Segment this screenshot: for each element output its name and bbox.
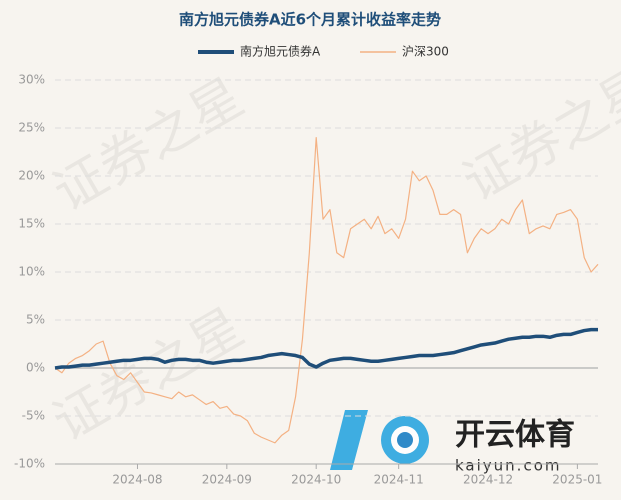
y-tick-label: 20% — [18, 169, 45, 183]
y-tick-label: -5% — [22, 409, 45, 423]
y-tick-label: 10% — [18, 265, 45, 279]
x-tick-label: 2025-01 — [552, 473, 602, 487]
y-tick-label: 5% — [26, 313, 45, 327]
series-line — [54, 327, 598, 370]
x-tick-label: 2024-12 — [463, 473, 513, 487]
y-tick-label: 15% — [18, 217, 45, 231]
x-tick-label: 2024-08 — [112, 473, 162, 487]
y-tick-label: -10% — [14, 457, 45, 471]
x-tick-label: 2024-11 — [374, 473, 424, 487]
legend-label: 沪深300 — [402, 45, 449, 59]
chart-title: 南方旭元债券A近6个月累计收益率走势 — [179, 11, 441, 29]
y-tick-label: 30% — [18, 73, 45, 87]
logo — [330, 410, 429, 470]
x-tick-label: 2024-09 — [202, 473, 252, 487]
logo-url: kaiyun.com — [455, 457, 561, 475]
y-tick-label: 25% — [18, 121, 45, 135]
x-tick-label: 2024-10 — [291, 473, 341, 487]
logo-text: 开云体育 — [455, 418, 575, 453]
y-tick-label: 0% — [26, 361, 45, 375]
series-line — [54, 137, 599, 444]
legend-label: 南方旭元债券A — [240, 44, 321, 59]
